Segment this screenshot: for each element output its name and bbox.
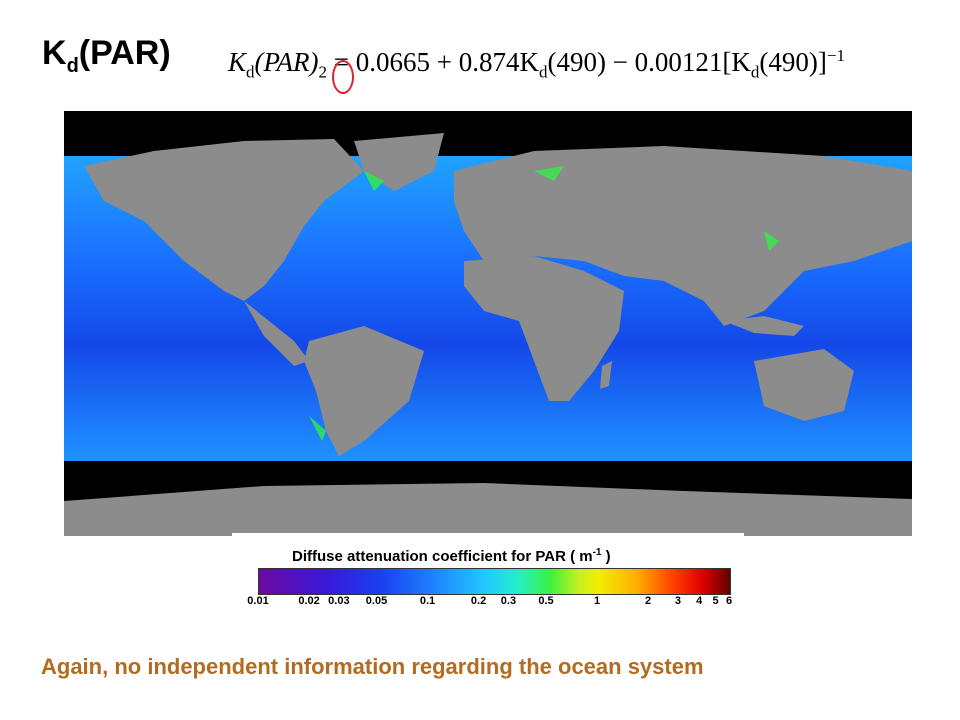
highlight-circle bbox=[332, 60, 354, 94]
colorbar-tick-label: 4 bbox=[696, 595, 703, 607]
slide-title: Kd(PAR) bbox=[42, 34, 171, 77]
colorbar-legend: Diffuse attenuation coefficient for PAR … bbox=[232, 533, 744, 613]
colorbar-tick-label: 0.01 bbox=[247, 595, 269, 607]
colorbar-tick-label: 0.03 bbox=[328, 595, 350, 607]
colorbar-tick-label: 6 bbox=[725, 595, 733, 607]
colorbar-tick-label: 5 bbox=[712, 595, 719, 607]
kd-par-formula: Kd(PAR)2 = 0.0665 + 0.874Kd(490) − 0.001… bbox=[228, 46, 845, 82]
colorbar-tick-label: 0.02 bbox=[298, 595, 320, 607]
colorbar-tick-label: 0.05 bbox=[365, 595, 388, 607]
colorbar bbox=[258, 568, 731, 595]
colorbar-title: Diffuse attenuation coefficient for PAR … bbox=[292, 547, 611, 565]
colorbar-tick-label: 0.2 bbox=[470, 595, 487, 607]
colorbar-tick-label: 0.1 bbox=[419, 595, 436, 607]
colorbar-tick-label: 0.5 bbox=[538, 595, 554, 607]
colorbar-tick-label: 3 bbox=[674, 595, 682, 607]
colorbar-tick-label: 1 bbox=[594, 595, 601, 607]
colorbar-tick-label: 2 bbox=[645, 595, 652, 607]
caption-text: Again, no independent information regard… bbox=[41, 654, 704, 679]
global-kd-par-map bbox=[64, 111, 912, 536]
colorbar-tick-label: 0.3 bbox=[500, 595, 517, 607]
